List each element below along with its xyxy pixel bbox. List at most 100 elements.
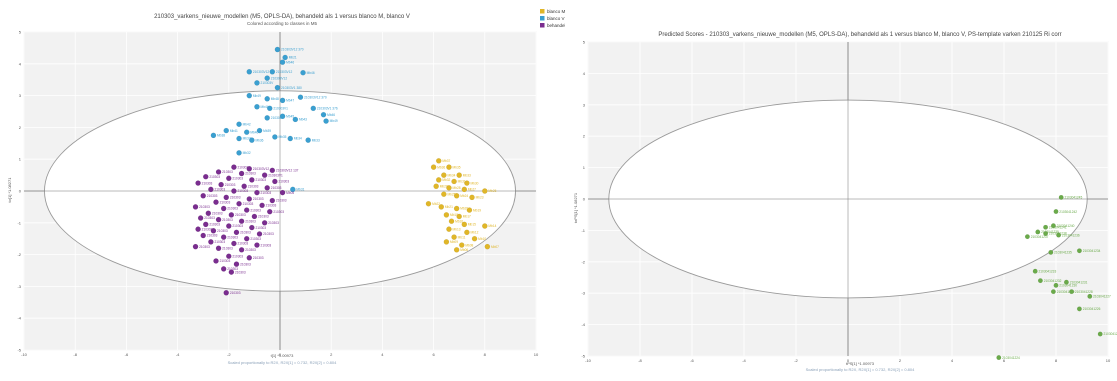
data-point bbox=[444, 212, 449, 217]
point-label: 210303 bbox=[261, 191, 272, 195]
point-label: Mb06 bbox=[460, 248, 468, 252]
point-label: Mb13 bbox=[453, 227, 461, 231]
data-point bbox=[195, 180, 200, 185]
point-label: 210303 bbox=[245, 172, 256, 176]
point-label: 210303 bbox=[268, 221, 279, 225]
data-point bbox=[244, 130, 249, 135]
data-point bbox=[426, 201, 431, 206]
point-label: Mb41 bbox=[230, 129, 238, 133]
point-label: 210303 bbox=[278, 180, 289, 184]
data-point bbox=[257, 128, 262, 133]
point-label: 210303V bbox=[261, 81, 275, 85]
point-label: 210303V1 380 bbox=[281, 86, 302, 90]
data-point bbox=[1059, 195, 1064, 200]
data-point bbox=[275, 47, 280, 52]
x-tick-label: -4 bbox=[742, 358, 746, 363]
data-point bbox=[1056, 233, 1061, 238]
y-tick-label: 3 bbox=[19, 93, 22, 98]
point-label: 2103041228 bbox=[1075, 290, 1093, 294]
data-point bbox=[449, 219, 454, 224]
point-label: 2103041242 bbox=[1059, 210, 1077, 214]
data-point bbox=[1025, 234, 1030, 239]
point-label: Mb12 bbox=[470, 231, 478, 235]
x-tick-label: 8 bbox=[1055, 358, 1058, 363]
data-point bbox=[469, 195, 474, 200]
data-point bbox=[265, 96, 270, 101]
data-point bbox=[247, 93, 252, 98]
data-point bbox=[224, 195, 229, 200]
point-label: Mb43 bbox=[299, 118, 307, 122]
x-tick-label: 4 bbox=[951, 358, 954, 363]
data-point bbox=[229, 269, 234, 274]
y-axis-label: to[1] *1.08271 bbox=[7, 177, 12, 203]
data-point bbox=[249, 225, 254, 230]
data-point bbox=[288, 136, 293, 141]
point-label: 2103041230 bbox=[1059, 284, 1077, 288]
point-label: Mb07 bbox=[491, 245, 499, 249]
data-point bbox=[244, 207, 249, 212]
point-label: Mb21 bbox=[289, 56, 297, 60]
data-point bbox=[270, 198, 275, 203]
point-label: 210303 bbox=[250, 237, 261, 241]
data-point bbox=[262, 173, 267, 178]
data-point bbox=[231, 241, 236, 246]
data-point bbox=[234, 230, 239, 235]
left-chart-panel: 210303_varkens_nieuwe_modellen (M5, OPLS… bbox=[0, 0, 565, 376]
data-point bbox=[1036, 230, 1041, 235]
data-point bbox=[252, 214, 257, 219]
data-point bbox=[431, 165, 436, 170]
data-point bbox=[211, 228, 216, 233]
data-point bbox=[454, 193, 459, 198]
data-point bbox=[472, 236, 477, 241]
y-tick-label: 2 bbox=[19, 125, 22, 130]
point-label: Mb34 bbox=[294, 137, 302, 141]
point-label: 210303V bbox=[271, 116, 285, 120]
point-label: 210303V1 bbox=[268, 173, 283, 177]
data-point bbox=[300, 70, 305, 75]
data-point bbox=[254, 242, 259, 247]
point-label: Mb42 bbox=[243, 122, 251, 126]
y-tick-label: 1 bbox=[583, 165, 586, 170]
point-label: Mb34 bbox=[447, 173, 455, 177]
point-label: 2103041240 bbox=[1057, 224, 1075, 228]
point-label: Mb27 bbox=[468, 188, 476, 192]
data-point bbox=[226, 176, 231, 181]
data-point bbox=[446, 185, 451, 190]
x-tick-label: 8 bbox=[484, 352, 487, 357]
data-point bbox=[247, 166, 252, 171]
point-label: 210303 bbox=[214, 188, 225, 192]
point-label: 210303 bbox=[276, 199, 287, 203]
data-point bbox=[444, 239, 449, 244]
point-label: Mb30 bbox=[470, 181, 478, 185]
point-label: 2103041232 bbox=[1044, 279, 1062, 283]
data-point bbox=[280, 190, 285, 195]
x-tick-label: -2 bbox=[227, 352, 231, 357]
point-label: Mb24 bbox=[460, 194, 468, 198]
x-axis-label: t[1] *1.00973 bbox=[271, 353, 294, 358]
data-point bbox=[247, 69, 252, 74]
data-point bbox=[216, 217, 221, 222]
point-label: Mb17 bbox=[463, 215, 471, 219]
data-point bbox=[272, 179, 277, 184]
data-point bbox=[226, 223, 231, 228]
y-tick-label: 4 bbox=[19, 61, 22, 66]
point-label: 210303 bbox=[235, 270, 246, 274]
chart-title: 210303_varkens_nieuwe_modellen (M5, OPLS… bbox=[154, 14, 410, 20]
point-label: 210303 bbox=[255, 178, 266, 182]
x-axis-label: tPS[1] *1.00973 bbox=[846, 361, 875, 366]
point-label: 210303 bbox=[245, 219, 256, 223]
point-label: Mb47 bbox=[286, 99, 294, 103]
data-point bbox=[436, 158, 441, 163]
data-point bbox=[283, 55, 288, 60]
point-label: 2103041234 bbox=[1083, 249, 1101, 253]
point-label: 210303 bbox=[214, 240, 225, 244]
opls-da-scores-chart: 210303_varkens_nieuwe_modellen (M5, OPLS… bbox=[0, 0, 565, 376]
y-tick-label: -3 bbox=[17, 284, 21, 289]
point-label: 210303 bbox=[261, 243, 272, 247]
data-point bbox=[208, 239, 213, 244]
point-label: 210303 bbox=[235, 213, 246, 217]
data-point bbox=[1088, 294, 1093, 299]
legend-swatch bbox=[540, 16, 545, 21]
data-point bbox=[213, 200, 218, 205]
